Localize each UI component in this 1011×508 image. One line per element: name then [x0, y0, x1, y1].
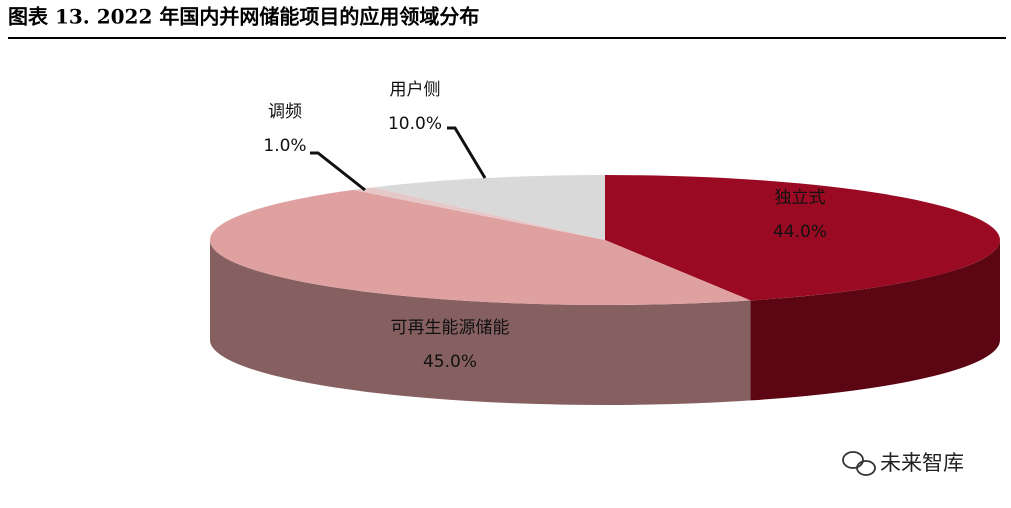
slice-label: 独立式 [775, 188, 826, 208]
leader-line [310, 151, 366, 192]
value-label: 1.0% [263, 136, 306, 156]
value-label: 10.0% [388, 114, 442, 134]
value-label: 44.0% [773, 222, 827, 242]
top-faces [209, 175, 1001, 306]
slice-side [210, 240, 751, 406]
slice [209, 189, 751, 306]
slice [353, 187, 605, 240]
slice [372, 175, 605, 240]
slice-label: 调频 [268, 102, 302, 122]
side-walls [210, 240, 1000, 406]
watermark: 未来智库 [880, 451, 964, 475]
slice-label: 用户侧 [390, 80, 441, 100]
value-label: 45.0% [423, 352, 477, 372]
chart-title: 图表 13. 2022 年国内并网储能项目的应用领域分布 [8, 5, 479, 29]
watermark-icon [842, 451, 876, 476]
slice-side [750, 240, 1000, 401]
leader-line [447, 126, 487, 179]
slice [605, 175, 1001, 301]
slice-label: 可再生能源储能 [391, 318, 510, 338]
